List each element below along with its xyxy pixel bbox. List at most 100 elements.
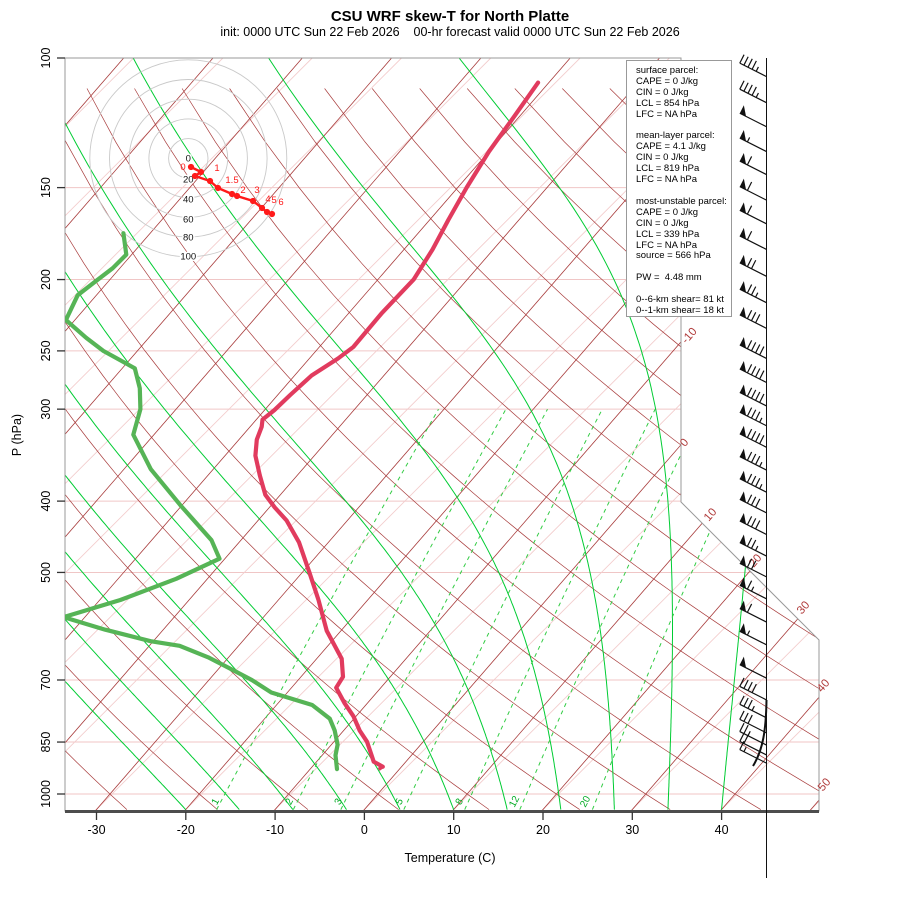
hodograph-height-label: 4: [265, 194, 270, 205]
wind-barb: [739, 360, 767, 384]
pressure-tick-label: 400: [39, 491, 53, 512]
isotherm-label: -10: [680, 326, 700, 346]
background-lines: [65, 58, 819, 811]
wind-barb: [739, 425, 767, 448]
parcel-info-box: surface parcel: CAPE = 0 J/kg CIN = 0 J/kg…: [626, 60, 732, 317]
info-line: CIN = 0 J/kg: [636, 217, 689, 229]
mixing-ratio-label: 5: [394, 796, 407, 806]
pressure-tick-label: 200: [39, 269, 53, 290]
info-line: CAPE = 0 J/kg: [636, 75, 699, 87]
hodograph-ring-label: 60: [183, 214, 194, 225]
wind-barb: [739, 600, 767, 623]
wind-barb: [739, 130, 767, 153]
info-line: CAPE = 0 J/kg: [636, 206, 699, 218]
wind-barb: [739, 105, 767, 128]
wind-barb: [739, 470, 767, 493]
chart-title: CSU WRF skew-T for North Platte: [330, 8, 570, 25]
temperature-curve-dashed-tail: [375, 765, 384, 773]
info-line: LCL = 854 hPa: [636, 97, 700, 109]
info-line: LCL = 819 hPa: [636, 163, 700, 175]
hodograph-height-label: 5: [271, 195, 276, 206]
info-line: LFC = NA hPa: [636, 239, 697, 251]
temperature-tick-label: -10: [266, 823, 284, 837]
wind-barb: [739, 178, 767, 201]
pressure-tick-label: 100: [39, 48, 53, 69]
wind-barb: [739, 80, 767, 104]
mixing-ratio-label: 3: [333, 796, 346, 806]
mixing-ratio-labels: 1 2 3 5 8 12 20: [210, 794, 594, 809]
pressure-tick-label: 700: [39, 670, 53, 691]
pressure-tick-label: 1000: [39, 780, 53, 808]
temperature-tick-label: 10: [447, 823, 461, 837]
info-line: LCL = 339 hPa: [636, 228, 700, 240]
info-line: PW = 4.48 mm: [636, 272, 702, 284]
info-line: LFC = NA hPa: [636, 174, 697, 186]
wind-barbs: [739, 54, 768, 878]
mixing-ratio-label: 8: [454, 796, 467, 806]
hodograph-height-label: 6: [278, 197, 283, 208]
info-line: CAPE = 4.1 J/kg: [636, 141, 706, 153]
wind-barb: [739, 555, 767, 578]
wind-barb: [739, 695, 767, 719]
hodograph-height-label: 2: [240, 185, 245, 196]
plot-frame: [64, 57, 820, 813]
isotherm-label: 10: [702, 506, 719, 524]
temperature-tick-label: 20: [536, 823, 550, 837]
wind-barb: [739, 336, 767, 360]
wind-barb: [739, 656, 767, 679]
chart-subtitle: init: 0000 UTC Sun 22 Feb 2026 00-hr for…: [220, 25, 680, 39]
mixing-ratio-lines: [216, 408, 766, 810]
temperature-axis-title: Temperature (C): [404, 851, 496, 865]
wind-barb: [739, 384, 767, 407]
pressure-tick-label: 850: [39, 732, 53, 753]
info-line: 0--6-km shear= 81 kt: [636, 294, 724, 306]
hodograph-ring-label: 40: [183, 194, 194, 205]
temperature-curve: [253, 80, 541, 769]
hodograph-height-label: 1: [214, 163, 219, 174]
hodograph-ring-label: 100: [180, 251, 196, 262]
wind-barb: [739, 732, 767, 756]
wind-barb: [739, 153, 767, 176]
wind-barb: [739, 227, 767, 250]
pressure-tick-label: 300: [39, 399, 53, 420]
info-line: CIN = 0 J/kg: [636, 86, 689, 98]
hodograph-height-label: 1.5: [225, 175, 238, 186]
temperature-tick-label: 30: [625, 823, 639, 837]
wind-barb: [739, 491, 767, 514]
hodograph-height-label: 0: [180, 162, 185, 173]
mixing-ratio-label: 2: [284, 796, 297, 806]
mixing-ratio-label: 1: [210, 796, 223, 806]
temperature-tick-label: -20: [177, 823, 195, 837]
wind-barb: [739, 623, 767, 646]
hodograph-ring-label: 0: [186, 153, 191, 164]
pressure-tick-label: 250: [39, 340, 53, 361]
hodograph-height-label: 3: [254, 185, 259, 196]
mixing-ratio-label: 12: [507, 794, 522, 809]
info-line: source = 566 hPa: [636, 250, 711, 262]
wind-barb: [739, 404, 767, 427]
temperature-tick-label: 40: [715, 823, 729, 837]
wind-barb: [739, 512, 767, 536]
dry-adiabats: [65, 88, 819, 810]
info-line: LFC = NA hPa: [636, 108, 697, 120]
pressure-axis-title: P (hPa): [10, 413, 24, 457]
isotherm-label: 0: [678, 437, 691, 450]
pressure-tick-label: 150: [39, 177, 53, 198]
temperature-tick-label: -30: [87, 823, 105, 837]
wind-barb: [739, 710, 767, 734]
wind-barb: [739, 740, 767, 764]
wind-barb: [739, 534, 767, 557]
wind-barb: [739, 54, 767, 78]
sounding-curves: [65, 80, 541, 773]
hodograph-ring-label: 20: [183, 174, 194, 185]
info-line: CIN = 0 J/kg: [636, 152, 689, 164]
wind-barb: [739, 577, 767, 600]
wind-barb: [739, 448, 767, 471]
info-line: mean-layer parcel:: [636, 130, 715, 142]
mixing-ratio-label: 20: [578, 794, 593, 809]
